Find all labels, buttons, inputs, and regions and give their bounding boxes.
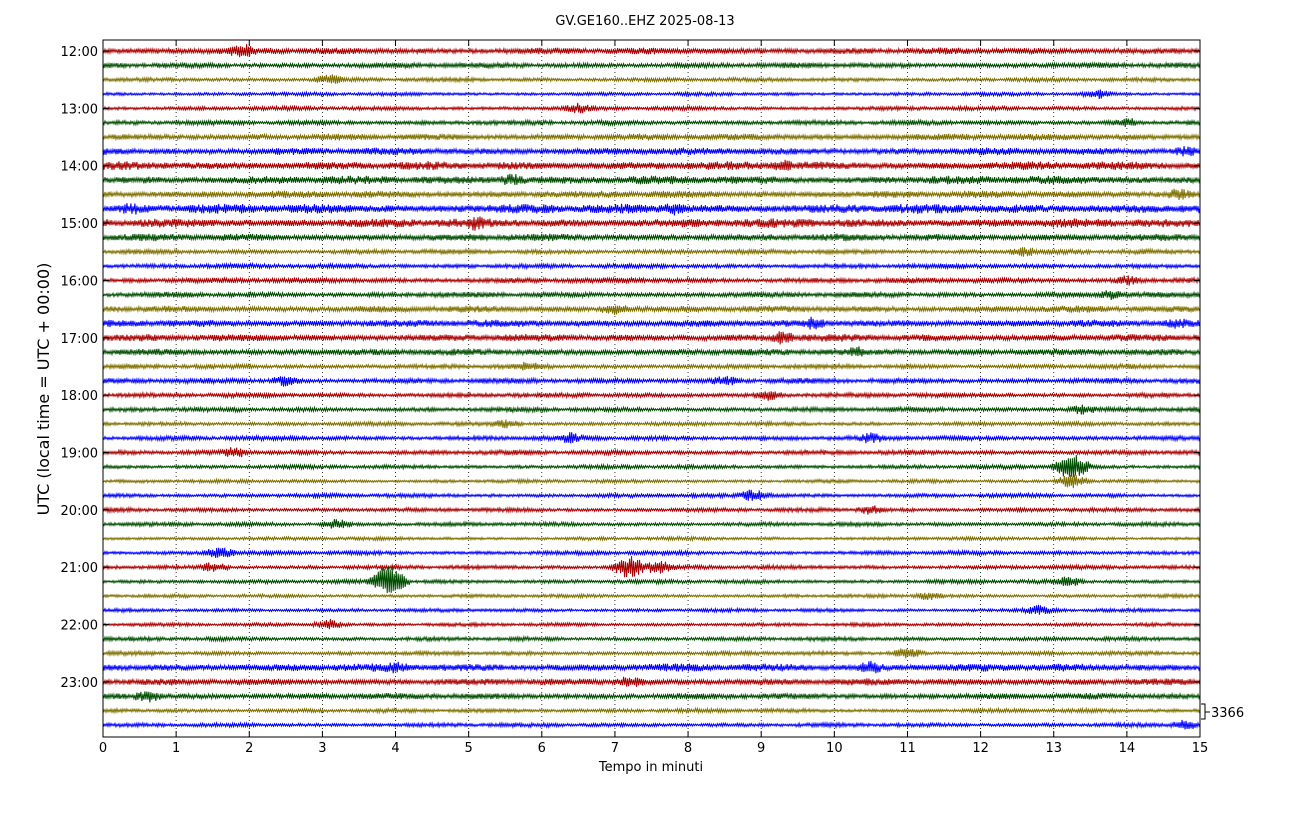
trace bbox=[102, 618, 1201, 630]
trace bbox=[102, 216, 1201, 231]
trace bbox=[102, 547, 1201, 558]
y-axis-ticks: 12:00 13:00 14:00 15:00 16:00 17:00 18:00 19:00… bbox=[61, 45, 1200, 691]
trace bbox=[102, 489, 1201, 501]
plot-frame bbox=[102, 39, 1201, 738]
trace bbox=[102, 691, 1201, 703]
x-tick-label: 13 bbox=[1045, 741, 1062, 756]
x-axis-ticks: 0 1 2 3 4 5 6 7 8 9 10 11 12 13 14 15 bbox=[99, 40, 1208, 756]
y-tick-label: 15:00 bbox=[61, 217, 98, 232]
trace bbox=[102, 556, 1201, 578]
trace bbox=[102, 132, 1201, 142]
x-axis-label: Tempo in minuti bbox=[598, 760, 703, 775]
trace bbox=[102, 474, 1201, 489]
trace bbox=[102, 534, 1201, 543]
trace bbox=[102, 74, 1201, 84]
y-tick-label: 14:00 bbox=[61, 160, 98, 175]
vertical-gridlines bbox=[175, 40, 1128, 737]
trace bbox=[102, 432, 1201, 444]
x-tick-label: 14 bbox=[1119, 741, 1136, 756]
trace bbox=[102, 518, 1201, 529]
trace bbox=[102, 61, 1201, 70]
trace bbox=[102, 375, 1201, 387]
y-tick-label: 18:00 bbox=[61, 389, 98, 404]
x-tick-label: 7 bbox=[611, 741, 619, 756]
x-tick-label: 4 bbox=[391, 741, 399, 756]
y-tick-label: 23:00 bbox=[61, 676, 98, 691]
x-tick-label: 5 bbox=[465, 741, 473, 756]
trace bbox=[102, 604, 1201, 615]
trace bbox=[102, 118, 1201, 128]
trace bbox=[102, 390, 1201, 401]
trace bbox=[102, 290, 1201, 301]
x-tick-label: 8 bbox=[684, 741, 692, 756]
x-tick-label: 3 bbox=[318, 741, 326, 756]
trace bbox=[102, 275, 1201, 286]
trace bbox=[102, 505, 1201, 515]
x-tick-label: 6 bbox=[538, 741, 546, 756]
scale-bracket bbox=[1201, 703, 1206, 720]
trace bbox=[102, 404, 1201, 415]
trace bbox=[102, 316, 1201, 330]
y-tick-label: 21:00 bbox=[61, 561, 98, 576]
trace bbox=[102, 247, 1201, 257]
chart-title: GV.GE160..EHZ 2025-08-13 bbox=[555, 14, 734, 29]
scale-label: 3366 bbox=[1211, 706, 1244, 721]
trace bbox=[102, 188, 1201, 201]
trace bbox=[102, 706, 1201, 715]
trace bbox=[102, 648, 1201, 659]
trace bbox=[102, 89, 1201, 99]
trace bbox=[102, 159, 1201, 171]
trace bbox=[102, 565, 1201, 594]
trace bbox=[102, 233, 1201, 243]
trace bbox=[102, 173, 1201, 186]
y-tick-label: 19:00 bbox=[61, 447, 98, 462]
trace bbox=[102, 660, 1201, 674]
scale-marker: 3366 bbox=[1201, 703, 1244, 721]
trace bbox=[102, 146, 1201, 157]
trace bbox=[102, 455, 1201, 478]
trace bbox=[102, 261, 1201, 271]
y-axis-label: UTC (local time = UTC + 00:00) bbox=[34, 263, 53, 516]
trace bbox=[102, 346, 1201, 357]
trace bbox=[102, 591, 1201, 601]
trace bbox=[102, 447, 1201, 458]
y-tick-label: 12:00 bbox=[61, 45, 98, 60]
x-tick-label: 10 bbox=[826, 741, 843, 756]
trace bbox=[102, 676, 1201, 687]
y-tick-label: 16:00 bbox=[61, 274, 98, 289]
trace bbox=[102, 331, 1201, 345]
y-tick-label: 13:00 bbox=[61, 102, 98, 117]
y-tick-label: 17:00 bbox=[61, 332, 98, 347]
trace bbox=[102, 361, 1201, 371]
seismogram-traces bbox=[102, 44, 1201, 730]
trace bbox=[102, 44, 1201, 58]
x-tick-label: 0 bbox=[99, 741, 107, 756]
x-tick-label: 12 bbox=[972, 741, 989, 756]
y-tick-label: 20:00 bbox=[61, 504, 98, 519]
trace bbox=[102, 419, 1201, 429]
trace bbox=[102, 203, 1201, 216]
x-tick-label: 2 bbox=[245, 741, 253, 756]
x-tick-label: 1 bbox=[172, 741, 180, 756]
trace bbox=[102, 304, 1201, 316]
y-tick-label: 22:00 bbox=[61, 619, 98, 634]
trace bbox=[102, 634, 1201, 644]
x-tick-label: 9 bbox=[757, 741, 765, 756]
x-tick-label: 11 bbox=[899, 741, 916, 756]
trace bbox=[102, 102, 1201, 114]
x-tick-label: 15 bbox=[1192, 741, 1209, 756]
trace bbox=[102, 719, 1201, 730]
